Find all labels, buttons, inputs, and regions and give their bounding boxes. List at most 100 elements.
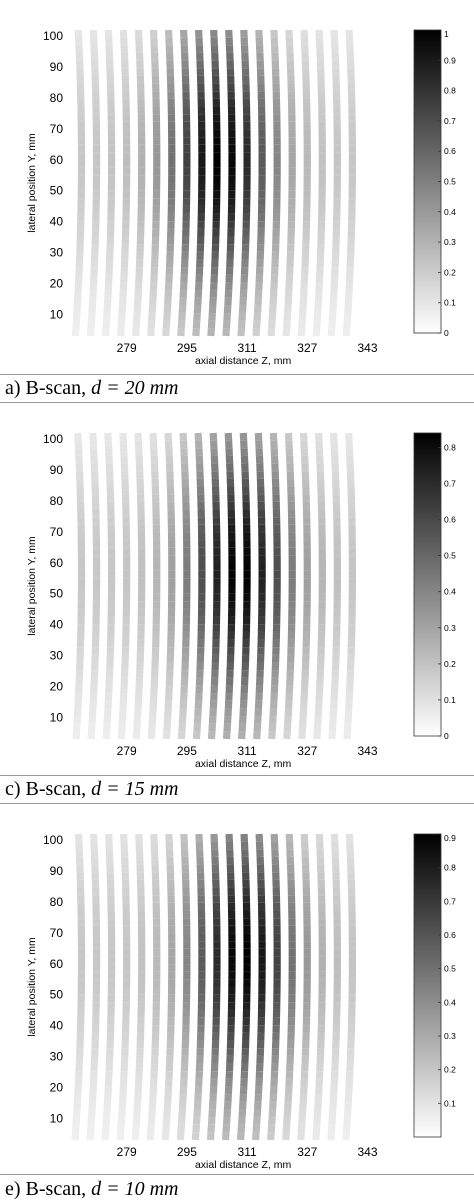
stripe-segment (71, 1132, 80, 1141)
colorbar-tick-label: 0.3 (444, 237, 456, 247)
y-tick-label: 10 (50, 710, 64, 724)
x-tick-label: 343 (357, 341, 377, 355)
stripe-segment (222, 1124, 231, 1133)
y-axis-label: lateral position Y, mm (26, 133, 38, 233)
divider-c (0, 775, 474, 776)
y-tick-label: 90 (50, 864, 64, 878)
x-tick-label: 327 (297, 1145, 317, 1159)
stripe-segment (282, 1124, 291, 1133)
stripe-segment (192, 1124, 201, 1133)
caption-c-prefix: c) B-scan, (5, 778, 92, 800)
colorbar-tick-label: 0.3 (444, 1031, 456, 1041)
stripe-segment (87, 320, 96, 329)
caption-e-prefix: e) B-scan, (5, 1178, 92, 1200)
y-tick-label: 80 (50, 494, 64, 508)
stripe-segment (177, 1124, 185, 1133)
stripe-segment (86, 328, 95, 337)
colorbar-tick-label: 0.5 (444, 177, 456, 187)
x-tick-label: 311 (238, 341, 257, 355)
x-tick-label: 311 (238, 744, 257, 758)
colorbar-tick-label: 0.9 (444, 833, 456, 843)
bscan-chart-c: 10 20 30 40 50 60 70 80 90 100 279 295 311 327 343 axia… (26, 432, 456, 770)
y-tick-label: 40 (50, 618, 64, 632)
stripe-segment (147, 328, 155, 337)
y-tick-label: 100 (43, 432, 63, 446)
y-tick-label: 20 (50, 680, 64, 694)
stripe-segment (252, 1124, 261, 1133)
stripe-segment (282, 1132, 290, 1141)
colorbar-tick-label: 0.1 (444, 695, 456, 705)
stripe-segment (116, 328, 125, 337)
stripe-segment (177, 328, 185, 337)
stripe-segment (117, 320, 126, 329)
y-tick-label: 10 (50, 307, 64, 321)
stripe-segment (342, 1132, 351, 1141)
y-tick-label: 30 (50, 246, 64, 260)
divider-a-bottom (0, 402, 474, 403)
stripe-segment (283, 320, 291, 329)
x-tick-label: 279 (117, 341, 137, 355)
y-tick-label: 70 (50, 926, 64, 940)
y-tick-label: 30 (50, 649, 64, 663)
stripe-segment (101, 1132, 110, 1141)
y-tick-label: 20 (50, 277, 64, 291)
caption-c-var: d (91, 778, 102, 800)
colorbar-tick-label: 0 (444, 328, 449, 338)
stripe-group-e (71, 833, 357, 1141)
stripe-segment (86, 1124, 95, 1133)
x-tick-label: 295 (177, 1145, 197, 1159)
colorbar-tick-label: 0.5 (444, 551, 456, 561)
stripe-segment (102, 1124, 110, 1133)
y-tick-label: 90 (50, 463, 64, 477)
stripe-segment (221, 1132, 230, 1141)
y-tick-label: 80 (50, 91, 64, 105)
colorbar-tick-label: 0.7 (444, 116, 456, 126)
stripe-segment (267, 1124, 276, 1133)
colorbar-tick-label: 0.1 (444, 1098, 456, 1108)
x-axis-label: axial distance Z, mm (195, 355, 292, 365)
stripe-segment (147, 320, 156, 329)
stripe-segment (71, 328, 80, 337)
stripe-segment (312, 1124, 321, 1133)
y-tick-label: 40 (50, 1019, 64, 1033)
stripe-segment (297, 328, 306, 337)
stripe-segment (116, 1132, 125, 1141)
y-tick-label: 60 (50, 957, 64, 971)
stripe-segment (267, 328, 276, 337)
stripe-segment (327, 1124, 336, 1133)
colorbar-tick-label: 0.5 (444, 964, 456, 974)
stripe-segment (222, 328, 231, 337)
colorbar-tick-label: 0.8 (444, 86, 456, 96)
stripe-segment (207, 328, 215, 337)
divider-a (0, 374, 474, 375)
colorbar (413, 833, 442, 1138)
colorbar-tick-label: 0.6 (444, 515, 456, 525)
colorbar-tick-label: 0.1 (444, 298, 456, 308)
colorbar-tick-label: 0.2 (444, 267, 456, 277)
stripe-segment (282, 328, 291, 337)
stripe-segment (237, 320, 246, 329)
colorbar-tick-label: 0.3 (444, 623, 456, 633)
stripe-segment (192, 328, 200, 337)
caption-a-eq: = (101, 377, 125, 399)
divider-e (0, 1174, 474, 1175)
stripe-segment (251, 1132, 260, 1141)
stripe-segment (312, 1132, 320, 1141)
colorbar-tick-label: 0.8 (444, 863, 456, 873)
x-tick-label: 343 (357, 744, 377, 758)
stripe-segment (342, 328, 351, 337)
stripe-segment (117, 1124, 125, 1133)
stripe-group-a (71, 29, 357, 337)
colorbar-tick-label: 0.4 (444, 207, 456, 217)
colorbar-tick-label: 0.2 (444, 1065, 456, 1075)
stripe-segment (236, 1132, 245, 1141)
y-tick-label: 60 (50, 153, 64, 167)
y-tick-label: 80 (50, 895, 64, 909)
stripe-segment (101, 328, 110, 337)
stripe-segment (176, 1132, 185, 1141)
stripe-segment (252, 320, 261, 329)
stripe-segment (267, 1132, 275, 1141)
stripe-segment (132, 320, 141, 329)
stripe-segment (267, 320, 276, 329)
colorbar-tick-label: 0.6 (444, 930, 456, 940)
